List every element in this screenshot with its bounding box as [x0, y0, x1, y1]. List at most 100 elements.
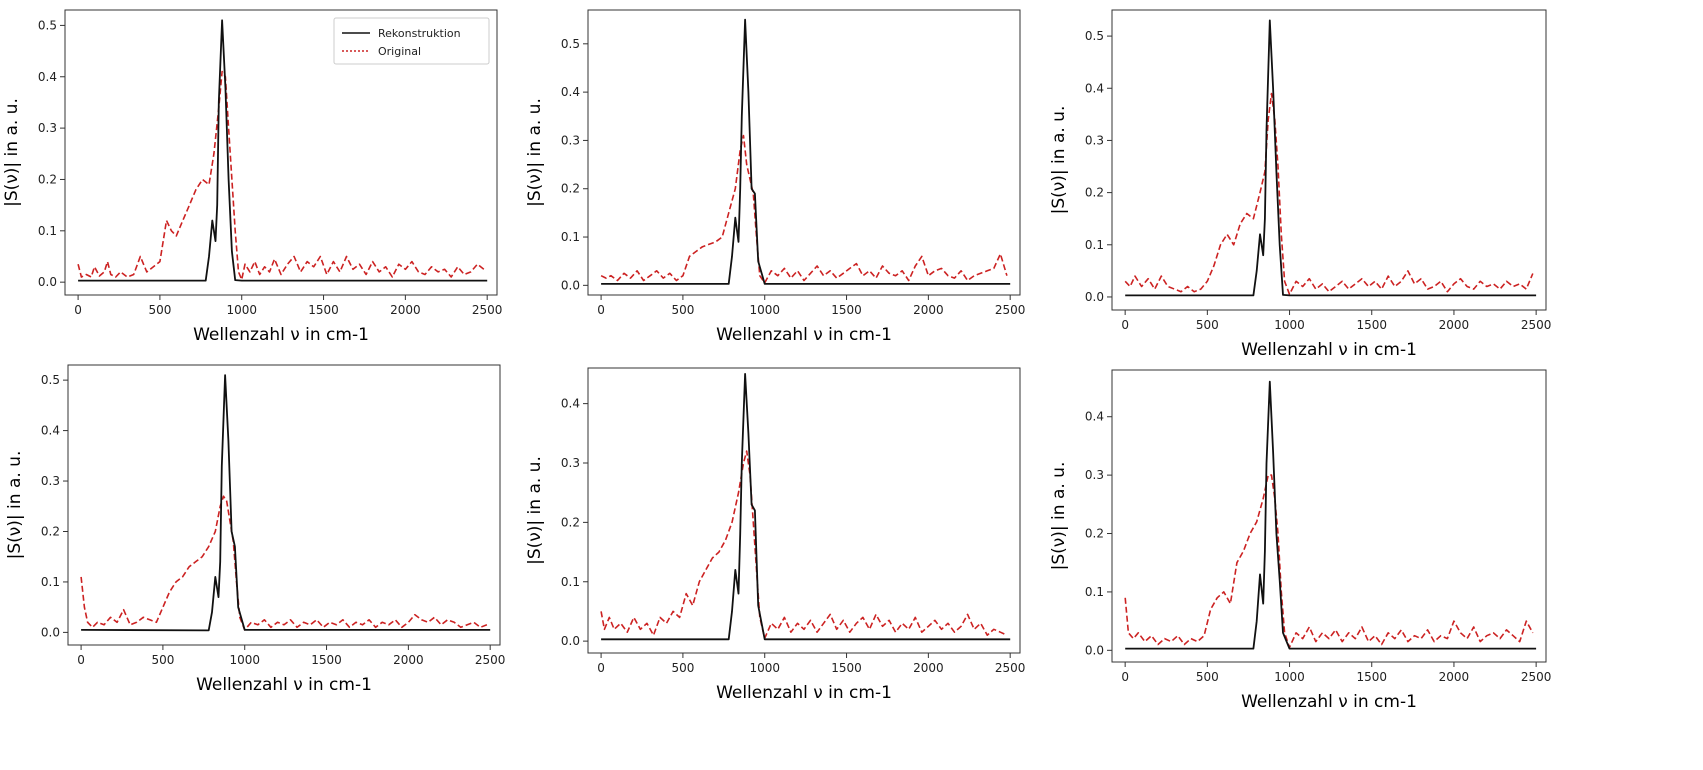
x-tick-label: 1000 [229, 653, 260, 667]
y-tick-label: 0.5 [38, 18, 57, 32]
y-tick-label: 0.3 [1085, 468, 1104, 482]
y-axis-label: |S(ν)| in a. u. [525, 98, 545, 207]
x-axis-label: Wellenzahl ν in cm-1 [716, 683, 892, 703]
chart-panel-bottom-middle: 0 500 1000 1500 2000 2500 0.0 0.1 0.2 0.3 0.4 Welle… [520, 360, 1040, 766]
series-line-rekonstruktion [78, 19, 488, 282]
x-tick-label: 1500 [311, 653, 342, 667]
y-tick-label: 0.0 [561, 634, 580, 648]
series-line-original [1124, 474, 1534, 649]
x-tick-label: 0 [597, 303, 605, 317]
y-tick-label: 0.3 [38, 121, 57, 135]
x-tick-label: 1500 [1356, 318, 1387, 332]
chart-panel-bottom-right: 0 500 1000 1500 2000 2500 0.0 0.1 0.2 0.3 0.4 Welle… [1040, 360, 1570, 766]
y-tick-label: 0.2 [561, 515, 580, 529]
x-axis-label: Wellenzahl ν in cm-1 [1241, 340, 1417, 360]
y-tick-label: 0.5 [41, 373, 60, 387]
chart-panel-top-left: 0 500 1000 1500 2000 2500 0.0 0.1 0.2 0.3 0.4 0.5 We… [0, 0, 520, 360]
y-tick-label: 0.4 [561, 397, 580, 411]
x-tick-label: 2500 [475, 653, 506, 667]
series-line-rekonstruktion [601, 18, 1011, 285]
y-axis-label: |S(ν)| in a. u. [1049, 106, 1069, 215]
x-tick-label: 0 [597, 661, 605, 675]
y-tick-label: 0.1 [1085, 238, 1104, 252]
y-tick-label: 0.3 [561, 456, 580, 470]
x-tick-label: 500 [1196, 318, 1219, 332]
y-tick-label: 0.1 [1085, 585, 1104, 599]
y-tick-label: 0.2 [41, 524, 60, 538]
x-tick-label: 1500 [1356, 670, 1387, 684]
legend-entry: Rekonstruktion [378, 27, 461, 40]
y-tick-label: 0.0 [1085, 643, 1104, 657]
y-tick-label: 0.4 [561, 85, 580, 99]
x-tick-label: 2500 [1521, 670, 1552, 684]
y-tick-label: 0.4 [1085, 81, 1104, 95]
y-axis-label: |S(ν)| in a. u. [525, 456, 545, 565]
y-tick-label: 0.5 [561, 37, 580, 51]
chart-panel-bottom-left: 0 500 1000 1500 2000 2500 0.0 0.1 0.2 0.3 0.4 0.5 We… [0, 360, 520, 766]
series-line-original [77, 70, 485, 281]
x-tick-label: 2000 [390, 303, 421, 317]
series-line-rekonstruktion [1125, 19, 1537, 297]
x-tick-label: 1500 [831, 661, 862, 675]
chart-panel-top-middle: 0 500 1000 1500 2000 2500 0.0 0.1 0.2 0.3 0.4 0.5 We… [520, 0, 1040, 360]
x-tick-label: 1000 [1274, 670, 1305, 684]
x-tick-label: 2000 [1439, 318, 1470, 332]
y-tick-label: 0.0 [1085, 290, 1104, 304]
plot-frame [67, 364, 501, 646]
chart-svg: 0 500 1000 1500 2000 2500 0.0 0.1 0.2 0.3 0.4 Welle… [1049, 369, 1552, 712]
x-tick-label: 500 [148, 303, 171, 317]
x-tick-label: 0 [74, 303, 82, 317]
x-tick-label: 1000 [226, 303, 257, 317]
y-tick-label: 0.0 [38, 275, 57, 289]
series-line-original [80, 495, 488, 631]
y-tick-label: 0.1 [41, 575, 60, 589]
x-tick-label: 2000 [913, 303, 944, 317]
plot-frame [587, 9, 1021, 296]
x-tick-label: 1000 [749, 303, 780, 317]
y-tick-label: 0.4 [1085, 410, 1104, 424]
y-tick-label: 0.2 [561, 182, 580, 196]
legend-box [333, 17, 490, 65]
plot-frame [1111, 9, 1547, 311]
plot-frame [1111, 369, 1547, 663]
plot-frame [587, 367, 1021, 654]
series-line-rekonstruktion [81, 374, 491, 632]
x-tick-label: 0 [1121, 670, 1129, 684]
x-tick-label: 1500 [308, 303, 339, 317]
y-tick-label: 0.5 [1085, 29, 1104, 43]
y-tick-label: 0.0 [41, 625, 60, 639]
x-tick-label: 500 [671, 303, 694, 317]
x-tick-label: 500 [1196, 670, 1219, 684]
legend-entry: Original [378, 45, 421, 58]
x-tick-label: 2500 [995, 661, 1026, 675]
chart-svg: 0 500 1000 1500 2000 2500 0.0 0.1 0.2 0.3 0.4 0.5 We… [525, 9, 1025, 345]
series-line-original [1124, 92, 1534, 296]
y-tick-label: 0.2 [1085, 527, 1104, 541]
x-tick-label: 0 [77, 653, 85, 667]
chart-svg: 0 500 1000 1500 2000 2500 0.0 0.1 0.2 0.3 0.4 0.5 We… [1049, 9, 1551, 360]
y-tick-label: 0.0 [561, 278, 580, 292]
y-tick-label: 0.2 [1085, 186, 1104, 200]
x-axis-label: Wellenzahl ν in cm-1 [196, 675, 372, 695]
x-tick-label: 2000 [393, 653, 424, 667]
y-tick-label: 0.3 [41, 474, 60, 488]
y-tick-label: 0.4 [41, 424, 60, 438]
y-tick-label: 0.1 [561, 575, 580, 589]
series-line-rekonstruktion [1125, 380, 1537, 650]
x-tick-label: 2000 [1439, 670, 1470, 684]
x-tick-label: 1500 [831, 303, 862, 317]
chart-svg: 0 500 1000 1500 2000 2500 0.0 0.1 0.2 0.3 0.4 0.5 We… [2, 9, 503, 345]
y-tick-label: 0.1 [38, 224, 57, 238]
y-tick-label: 0.1 [561, 230, 580, 244]
y-tick-label: 0.3 [1085, 133, 1104, 147]
x-tick-label: 1000 [749, 661, 780, 675]
x-tick-label: 1000 [1274, 318, 1305, 332]
y-tick-label: 0.4 [38, 70, 57, 84]
x-tick-label: 500 [151, 653, 174, 667]
x-axis-label: Wellenzahl ν in cm-1 [1241, 692, 1417, 712]
chart-svg: 0 500 1000 1500 2000 2500 0.0 0.1 0.2 0.3 0.4 0.5 We… [5, 364, 506, 695]
y-tick-label: 0.3 [561, 133, 580, 147]
x-tick-label: 2500 [472, 303, 503, 317]
x-axis-label: Wellenzahl ν in cm-1 [716, 325, 892, 345]
